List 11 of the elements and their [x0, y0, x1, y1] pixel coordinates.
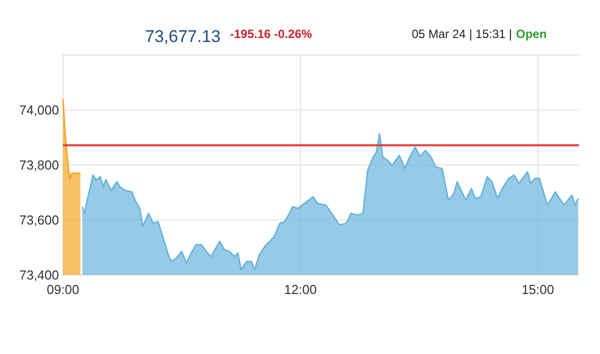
text: -195.16 -0.26% — [230, 27, 312, 41]
text: Open — [516, 27, 547, 41]
y-tick-label: 73,800 — [19, 158, 59, 173]
y-tick-label: 73,600 — [19, 212, 59, 228]
text: 73,677.13 — [145, 27, 221, 46]
text: 05 Mar 24 | 15:31 | — [412, 27, 512, 41]
y-tick-label: 73,400 — [19, 268, 59, 283]
y-tick-label: 74,000 — [19, 102, 59, 118]
x-tick-label: 12:00 — [284, 282, 317, 297]
x-tick-label: 15:00 — [522, 282, 554, 297]
x-tick-label: 09:00 — [46, 282, 80, 297]
